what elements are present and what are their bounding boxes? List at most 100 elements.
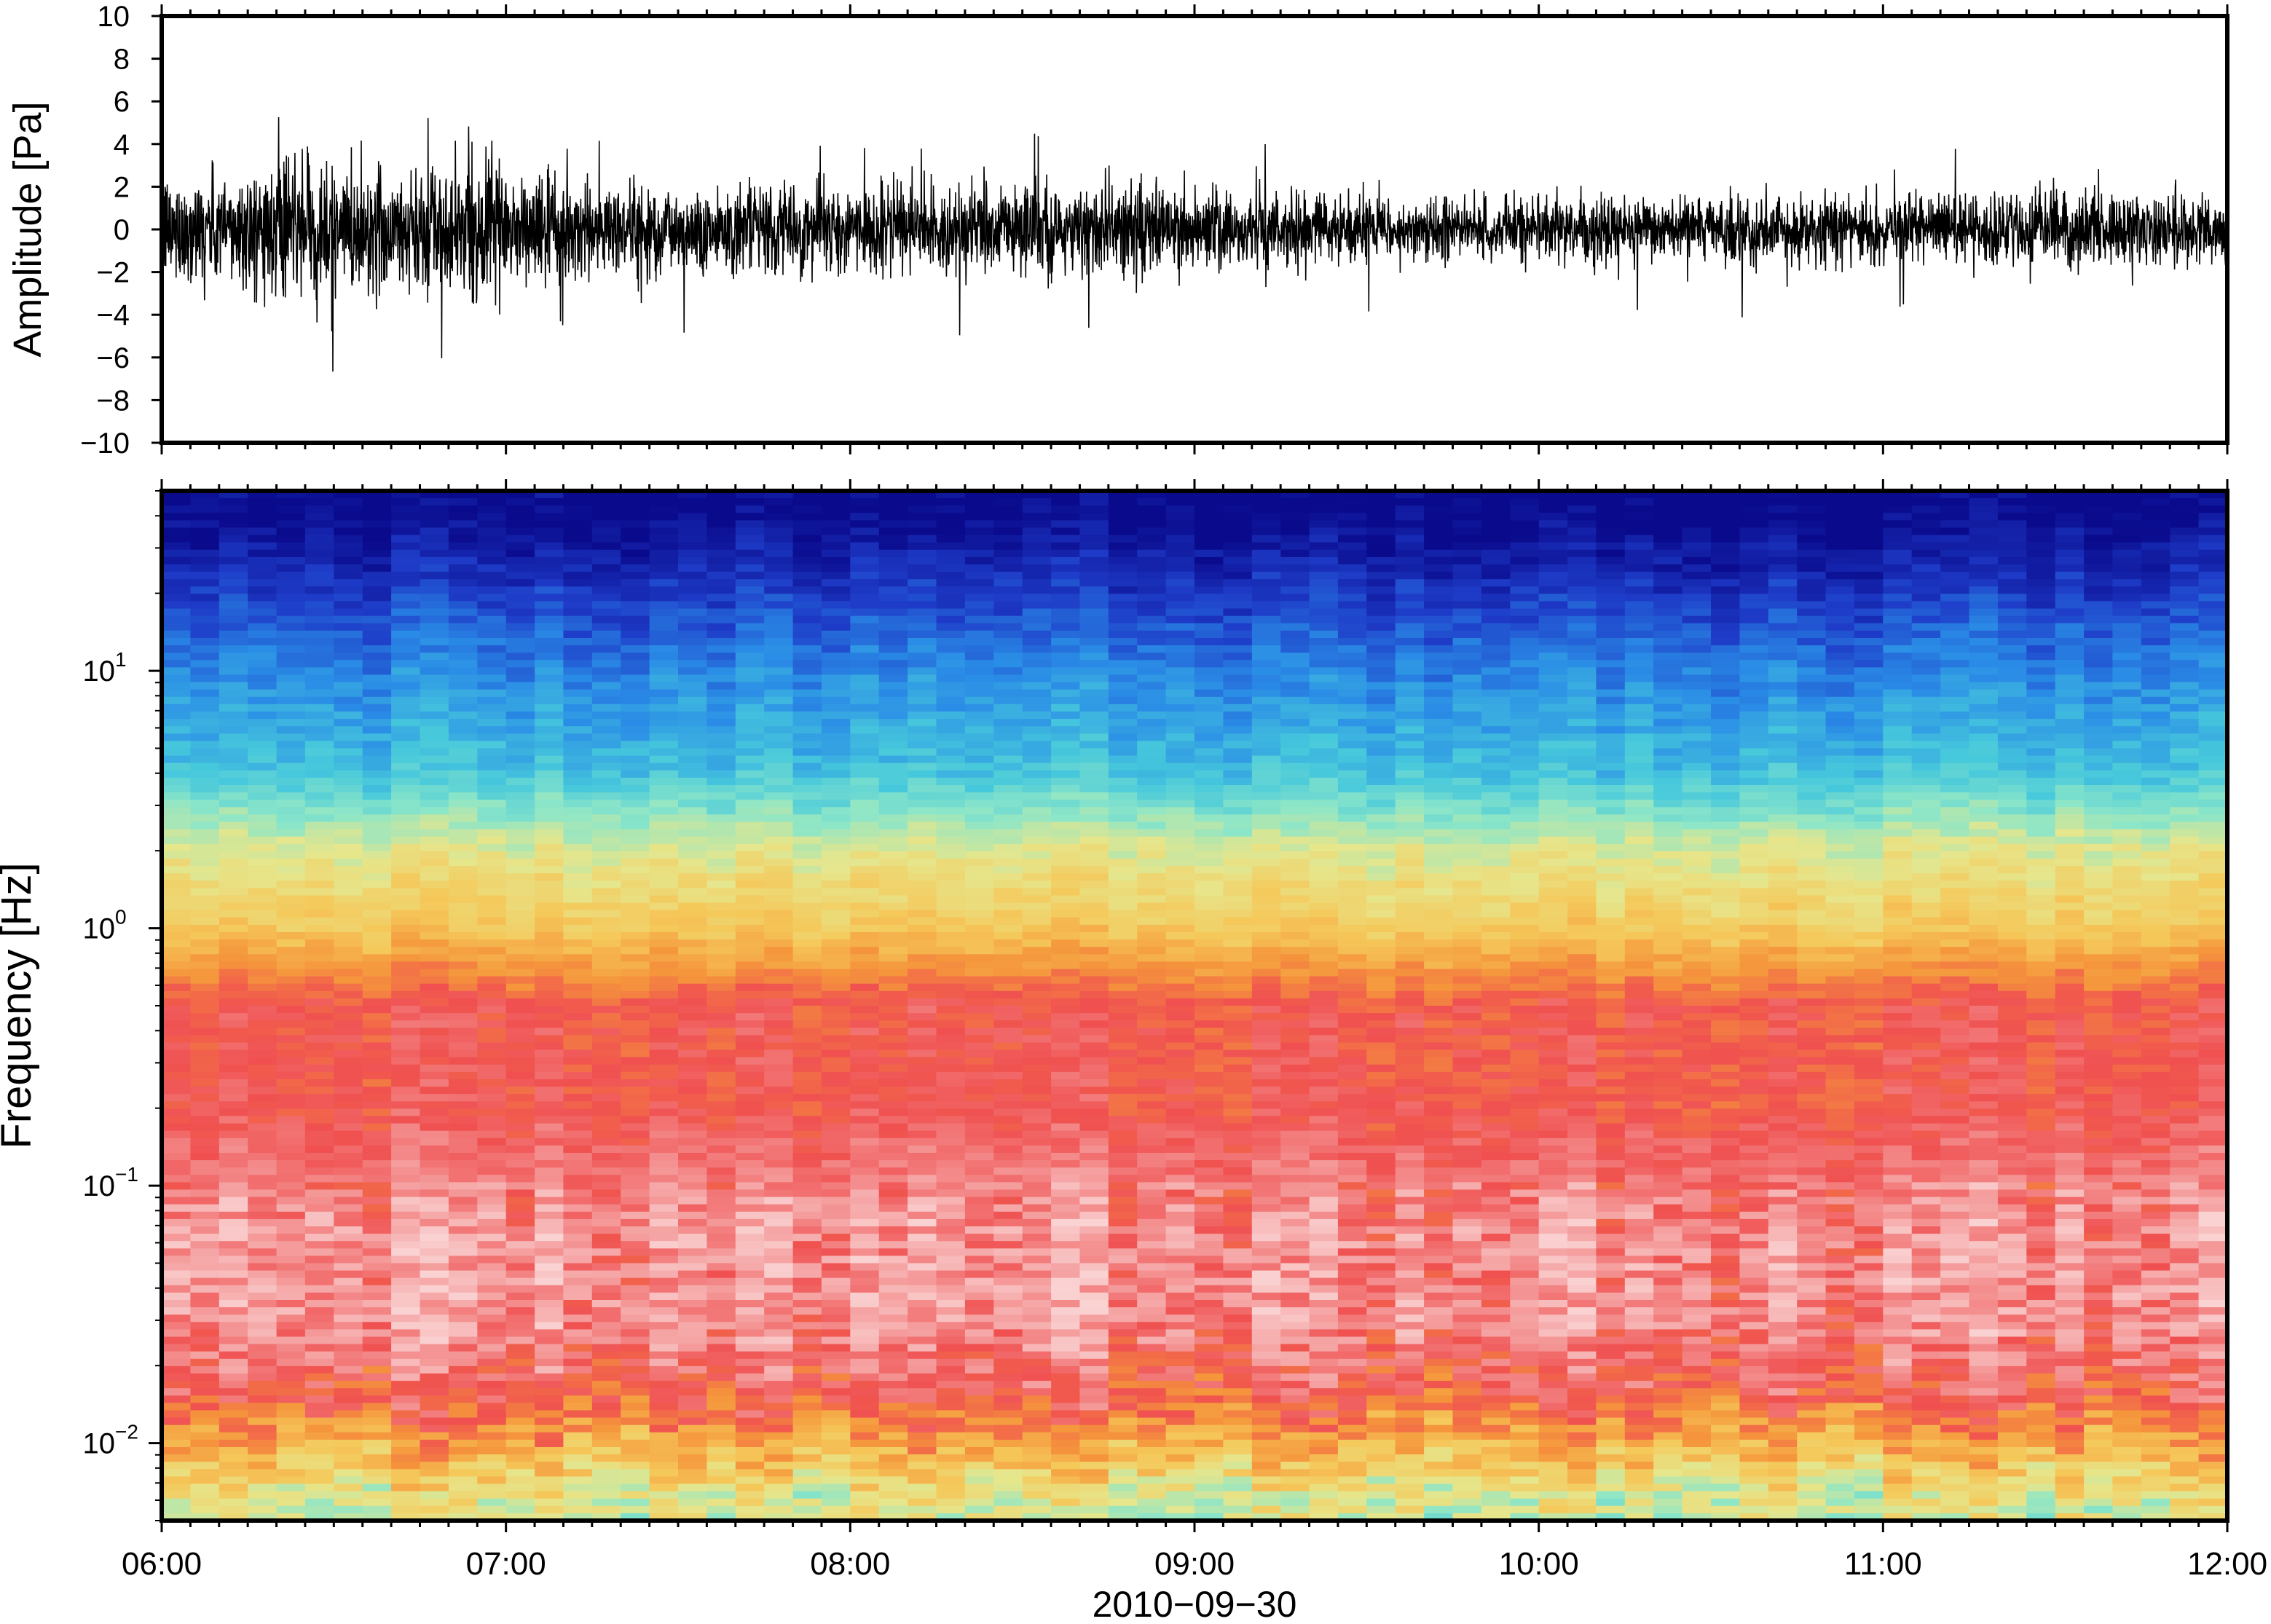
spectrogram-cell xyxy=(2084,535,2114,543)
spectrogram-cell xyxy=(591,719,621,727)
spectrogram-cell xyxy=(1108,630,1138,639)
spectrogram-cell xyxy=(1825,851,1855,859)
spectrogram-cell xyxy=(878,961,908,970)
spectrogram-cell xyxy=(1481,792,1511,800)
spectrogram-cell xyxy=(1911,623,1941,631)
spectrogram-cell xyxy=(850,947,880,955)
spectrogram-cell xyxy=(2026,777,2056,786)
spectrogram-cell xyxy=(591,755,621,764)
spectrogram-cell xyxy=(1854,696,1884,705)
spectrogram-cell xyxy=(2170,836,2200,845)
spectrogram-cell xyxy=(1223,653,1253,661)
spectrogram-cell xyxy=(707,719,736,727)
spectrogram-cell xyxy=(1481,976,1511,985)
spectrogram-cell xyxy=(764,910,794,918)
spectrogram-cell xyxy=(878,866,908,874)
spectrogram-cell xyxy=(764,939,794,947)
spectrogram-cell xyxy=(276,586,306,595)
spectrogram-cell xyxy=(1165,601,1195,610)
spectrogram-cell xyxy=(1424,851,1454,859)
spectrogram-cell xyxy=(2112,564,2142,572)
spectrogram-cell xyxy=(219,594,248,602)
spectrogram-cell xyxy=(448,924,479,933)
spectrogram-cell xyxy=(1682,859,1712,867)
spectrogram-cell xyxy=(1137,712,1167,720)
spectrogram-cell xyxy=(1108,689,1138,698)
spectrogram-cell xyxy=(964,615,995,624)
spectrogram-cell xyxy=(878,954,908,963)
spectrogram-cell xyxy=(821,888,851,896)
spectrogram-cell xyxy=(1940,843,1970,852)
spectrogram-cell xyxy=(792,969,822,977)
spectrogram-cell xyxy=(1079,630,1109,639)
spectrogram-cell xyxy=(908,564,937,572)
spectrogram-cell xyxy=(707,615,736,624)
spectrogram-cell xyxy=(1538,601,1568,610)
spectrogram-cell xyxy=(1567,638,1597,646)
spectrogram-cell xyxy=(1825,755,1855,764)
spectrogram-cell xyxy=(2026,623,2056,631)
spectrogram-cell xyxy=(219,667,248,676)
spectrogram-cell xyxy=(1223,520,1253,529)
spectrogram-cell xyxy=(735,902,765,911)
spectrogram-cell xyxy=(993,924,1023,933)
spectrogram-cell xyxy=(477,932,507,940)
spectrogram-cell xyxy=(505,660,535,669)
spectrogram-cell xyxy=(1997,770,2028,779)
spectrogram-cell xyxy=(850,829,880,837)
spectrogram-cell xyxy=(1309,829,1339,837)
spectrogram-cell xyxy=(936,513,966,521)
spectrogram-cell xyxy=(1251,579,1281,588)
spectrogram-cell xyxy=(1452,829,1482,837)
spectrogram-cell xyxy=(505,843,535,852)
spectrogram-cell xyxy=(1997,762,2028,771)
spectrogram-cell xyxy=(420,755,449,764)
spectrogram-cell xyxy=(964,954,995,963)
spectrogram-cell xyxy=(2170,645,2200,653)
spectrogram-cell xyxy=(649,733,679,742)
spectrogram-cell xyxy=(735,741,765,749)
spectrogram-cell xyxy=(993,667,1023,676)
spectrogram-cell xyxy=(1337,667,1368,676)
spectrogram-cell xyxy=(1079,814,1109,823)
spectrogram-cell xyxy=(505,572,535,580)
spectrogram-cell xyxy=(1682,895,1712,904)
spectrogram-cell xyxy=(2026,924,2056,933)
waveform-y-tick-label: 10 xyxy=(98,1,130,33)
spectrogram-cell xyxy=(2198,719,2227,727)
spectrogram-cell xyxy=(1251,594,1281,602)
spectrogram-cell xyxy=(1309,902,1339,911)
spectrogram-cell xyxy=(591,947,621,955)
spectrogram-cell xyxy=(792,902,822,911)
spectrogram-cell xyxy=(505,873,535,882)
spectrogram-cell xyxy=(563,660,593,669)
spectrogram-cell xyxy=(1768,572,1798,580)
spectrogram-cell xyxy=(707,741,736,749)
spectrogram-cell xyxy=(505,895,535,904)
spectrogram-cell xyxy=(993,498,1023,506)
spectrogram-cell xyxy=(591,902,621,911)
spectrogram-cell xyxy=(1825,682,1855,690)
spectrogram-cell xyxy=(535,615,564,624)
spectrogram-cell xyxy=(621,866,650,874)
spectrogram-cell xyxy=(1137,653,1167,661)
spectrogram-cell xyxy=(2141,615,2170,624)
spectrogram-cell xyxy=(1510,748,1540,757)
spectrogram-cell xyxy=(448,726,479,735)
spectrogram-cell xyxy=(448,777,479,786)
spectrogram-cell xyxy=(1510,719,1540,727)
spectrogram-cell xyxy=(678,785,708,793)
spectrogram-cell xyxy=(764,843,794,852)
spectrogram-cell xyxy=(1079,719,1109,727)
spectrogram-cell xyxy=(1653,630,1683,639)
spectrogram-cell xyxy=(563,902,593,911)
spectrogram-cell xyxy=(649,932,679,940)
spectrogram-cell xyxy=(1481,932,1511,940)
spectrogram-cell xyxy=(1251,719,1281,727)
spectrogram-cell xyxy=(2026,608,2056,617)
spectrogram-cell xyxy=(878,748,908,757)
spectrogram-cell xyxy=(1567,954,1597,963)
spectrogram-cell xyxy=(1424,902,1454,911)
spectrogram-cell xyxy=(1711,645,1741,653)
spectrogram-cell xyxy=(1194,572,1224,580)
